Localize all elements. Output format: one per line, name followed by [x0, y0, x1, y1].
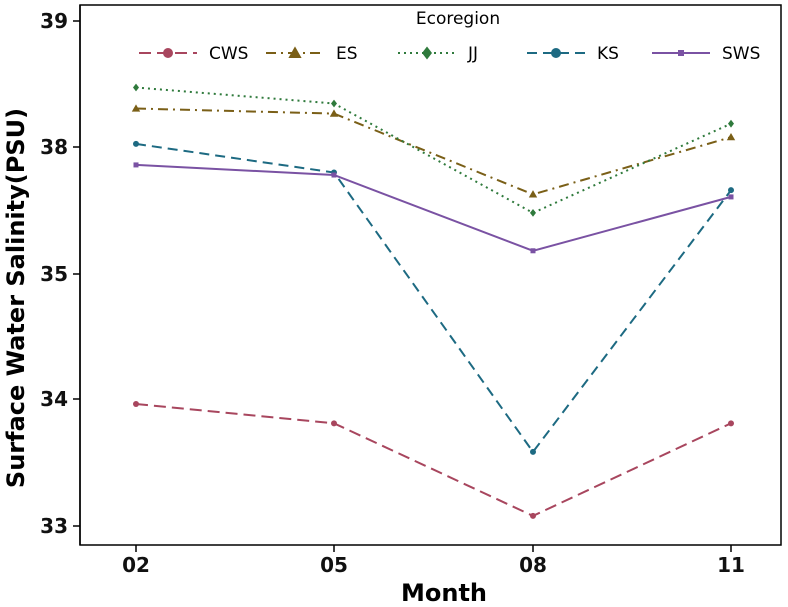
- legend-marker: [678, 50, 684, 56]
- series-layer: [131, 83, 736, 519]
- series-sws: [133, 162, 734, 254]
- series-jj: [133, 83, 734, 217]
- legend-item-es: ES: [266, 44, 358, 64]
- series-line: [135, 107, 732, 196]
- data-point: [528, 190, 538, 198]
- data-point: [331, 172, 337, 178]
- legend-label: JJ: [467, 44, 478, 64]
- plot-frame: [79, 4, 782, 546]
- legend-marker: [163, 48, 173, 58]
- y-tick-label: 38: [40, 135, 68, 159]
- data-point: [726, 132, 736, 141]
- legend: Ecoregion CWS ES JJ KS SWS: [139, 9, 760, 64]
- series-line: [135, 403, 732, 518]
- series-line: [135, 163, 732, 252]
- data-point: [131, 104, 141, 112]
- x-tick-label: 02: [122, 553, 150, 577]
- y-tick-label: 34: [40, 387, 68, 411]
- y-tick-label: 33: [40, 514, 68, 538]
- y-tick-label: 35: [40, 262, 68, 286]
- x-axis: 02 05 08 11: [122, 545, 745, 577]
- legend-item-sws: SWS: [652, 44, 760, 64]
- data-point: [728, 194, 734, 200]
- data-point: [530, 248, 536, 254]
- data-point: [530, 448, 536, 455]
- x-tick-label: 05: [320, 553, 348, 577]
- data-point: [133, 400, 139, 407]
- legend-marker: [551, 48, 561, 58]
- series-line: [135, 86, 732, 215]
- legend-item-cws: CWS: [139, 44, 248, 64]
- series-es: [131, 104, 736, 198]
- series-ks: [133, 140, 734, 455]
- legend-title: Ecoregion: [416, 9, 500, 29]
- data-point: [728, 420, 734, 427]
- series-line: [135, 142, 732, 454]
- data-point: [133, 140, 139, 147]
- data-point: [728, 119, 734, 128]
- x-tick-label: 11: [717, 553, 745, 577]
- data-point: [133, 83, 139, 92]
- data-point: [530, 209, 536, 217]
- legend-item-jj: JJ: [398, 44, 478, 64]
- legend-marker: [422, 46, 432, 60]
- data-point: [331, 99, 337, 108]
- legend-label: ES: [336, 44, 358, 64]
- legend-label: KS: [597, 44, 619, 64]
- legend-marker: [288, 46, 302, 58]
- y-axis: 33 34 35 38 39: [40, 5, 81, 545]
- legend-label: SWS: [722, 44, 760, 64]
- data-point: [133, 162, 139, 168]
- data-point: [329, 109, 339, 117]
- data-point: [530, 512, 536, 519]
- legend-label: CWS: [209, 44, 248, 64]
- data-point: [728, 187, 734, 194]
- series-cws: [133, 400, 734, 519]
- y-tick-label: 39: [40, 9, 68, 33]
- legend-item-ks: KS: [527, 44, 619, 64]
- data-point: [331, 420, 337, 427]
- y-axis-title: Surface Water Salinity(PSU): [2, 108, 30, 488]
- x-tick-label: 08: [519, 553, 547, 577]
- x-axis-title: Month: [401, 579, 487, 607]
